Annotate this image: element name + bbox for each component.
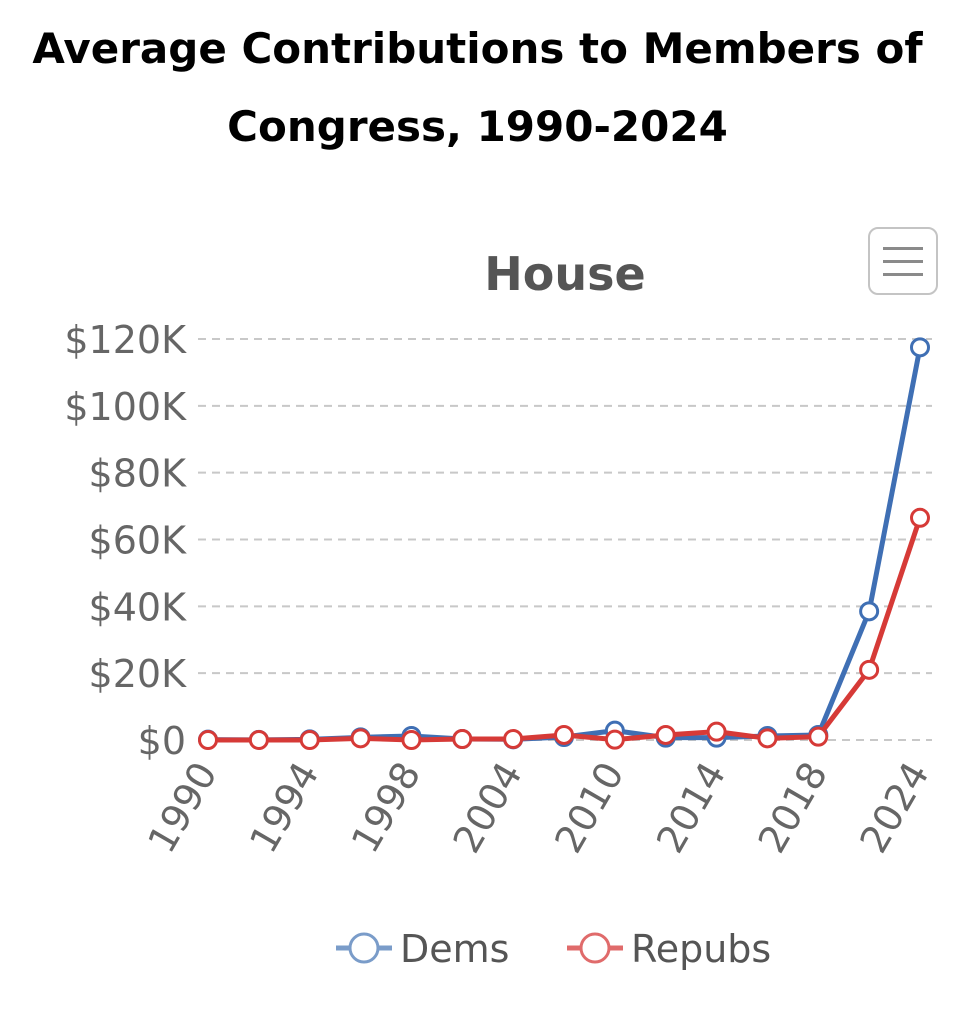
legend-item-repubs[interactable]: Repubs: [567, 927, 771, 971]
page-title: Average Contributions to Members of Cong…: [0, 10, 955, 166]
series-dems: [198, 337, 930, 750]
legend-marker-icon: [348, 932, 380, 964]
data-point-repubs[interactable]: [198, 730, 218, 750]
x-tick-label: 2024: [851, 755, 937, 861]
data-point-repubs[interactable]: [350, 728, 371, 749]
y-tick-label: $40K: [89, 585, 188, 629]
data-point-repubs[interactable]: [604, 729, 625, 750]
legend-label-repubs: Repubs: [631, 927, 771, 971]
y-tick-label: $100K: [64, 385, 187, 429]
y-tick-label: $60K: [89, 519, 188, 563]
data-point-repubs[interactable]: [554, 724, 574, 745]
x-tick-label: 2010: [546, 755, 632, 861]
page-title-line-2: Congress, 1990-2024: [227, 102, 728, 151]
data-point-repubs[interactable]: [452, 728, 473, 749]
data-point-repubs[interactable]: [299, 730, 320, 750]
x-tick-label: 2014: [648, 755, 734, 861]
chart-title: House: [484, 247, 645, 301]
data-point-repubs[interactable]: [706, 721, 727, 742]
legend-label-dems: Dems: [400, 927, 509, 971]
legend-marker-icon: [579, 932, 611, 964]
data-point-dems[interactable]: [859, 601, 880, 622]
chart-menu-button[interactable]: [868, 227, 938, 295]
legend: Dems Repubs: [336, 927, 771, 971]
y-tick-label: $80K: [89, 452, 188, 496]
data-point-repubs[interactable]: [503, 728, 524, 749]
x-tick-label: 1998: [343, 755, 429, 861]
x-axis-ticks: 1990 1994 1998 2004 2010 2014 2018 2024: [139, 755, 937, 861]
series-line-repubs: [208, 516, 923, 743]
series-group: [198, 337, 930, 750]
data-point-repubs[interactable]: [655, 724, 676, 745]
y-tick-label: $120K: [64, 318, 187, 362]
y-axis-ticks: $0 $20K $40K $60K $80K $100K $120K: [64, 318, 187, 763]
y-tick-label: $0: [138, 719, 186, 763]
x-tick-label: 2018: [750, 755, 836, 861]
x-tick-label: 1994: [241, 755, 327, 861]
x-tick-label: 2004: [444, 755, 530, 861]
data-point-repubs[interactable]: [248, 730, 269, 750]
data-point-repubs[interactable]: [401, 730, 422, 750]
legend-item-dems[interactable]: Dems: [336, 927, 509, 971]
grid-lines: [198, 338, 932, 741]
x-tick-label: 1990: [139, 755, 225, 861]
data-point-repubs[interactable]: [859, 659, 880, 680]
data-point-repubs[interactable]: [757, 728, 778, 749]
data-point-dems[interactable]: [910, 337, 930, 358]
y-tick-label: $20K: [89, 652, 188, 696]
data-point-repubs[interactable]: [910, 507, 930, 528]
data-point-repubs[interactable]: [808, 726, 829, 747]
page-title-line-1: Average Contributions to Members of: [32, 24, 923, 73]
series-repubs: [198, 507, 930, 750]
